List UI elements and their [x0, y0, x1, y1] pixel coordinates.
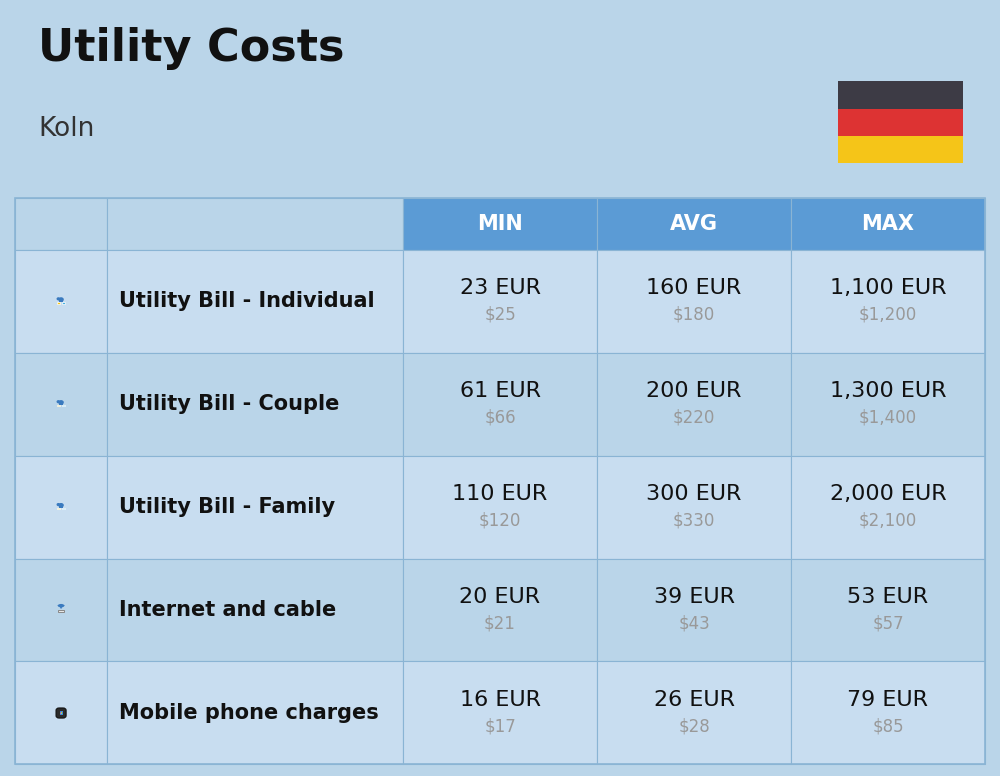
Bar [107, 456, 403, 559]
Text: 300 EUR: 300 EUR [646, 483, 742, 504]
Circle shape [57, 401, 59, 403]
Bar [791, 353, 985, 456]
Text: 16 EUR: 16 EUR [460, 690, 540, 709]
Text: 23 EUR: 23 EUR [460, 278, 540, 298]
Bar [791, 456, 985, 559]
Text: 200 EUR: 200 EUR [646, 381, 742, 401]
Bar [62, 508, 65, 509]
Bar [403, 353, 597, 456]
Bar [403, 250, 597, 353]
Text: 20 EUR: 20 EUR [459, 587, 541, 607]
Text: $2,100: $2,100 [859, 511, 917, 529]
Text: Utility Bill - Individual: Utility Bill - Individual [119, 292, 374, 311]
Text: 79 EUR: 79 EUR [847, 690, 928, 709]
FancyBboxPatch shape [56, 708, 66, 718]
Text: $43: $43 [678, 615, 710, 632]
Text: Mobile phone charges: Mobile phone charges [119, 703, 379, 723]
Text: 39 EUR: 39 EUR [654, 587, 734, 607]
Bar [597, 661, 791, 764]
Bar [57, 508, 60, 509]
Text: 110 EUR: 110 EUR [452, 483, 548, 504]
Bar [597, 456, 791, 559]
Text: Utility Bill - Couple: Utility Bill - Couple [119, 394, 339, 414]
Bar [791, 661, 985, 764]
Bar [107, 559, 403, 661]
Text: $21: $21 [484, 615, 516, 632]
Bar [597, 559, 791, 661]
Bar [838, 109, 963, 136]
Text: $1,400: $1,400 [859, 409, 917, 427]
Bar [59, 403, 63, 405]
Circle shape [59, 401, 63, 404]
Bar [791, 250, 985, 353]
Text: MAX: MAX [861, 214, 914, 234]
Text: 61 EUR: 61 EUR [460, 381, 540, 401]
Circle shape [57, 298, 59, 300]
Bar [57, 302, 60, 303]
Bar [59, 300, 63, 302]
Text: $28: $28 [678, 717, 710, 736]
Circle shape [59, 298, 63, 301]
Bar [403, 559, 597, 661]
Text: $85: $85 [872, 717, 904, 736]
Text: Utility Costs: Utility Costs [38, 27, 344, 70]
Bar [838, 136, 963, 163]
Text: 160 EUR: 160 EUR [646, 278, 742, 298]
Text: $66: $66 [484, 409, 516, 427]
Circle shape [59, 504, 63, 507]
Circle shape [57, 504, 59, 505]
Text: $330: $330 [673, 511, 715, 529]
Text: AVG: AVG [670, 214, 718, 234]
Bar [838, 81, 963, 109]
Text: $120: $120 [479, 511, 521, 529]
Text: MIN: MIN [477, 214, 523, 234]
Bar [15, 198, 985, 764]
Bar [15, 250, 107, 353]
Bar [15, 353, 107, 456]
Bar [60, 712, 63, 715]
Text: $1,200: $1,200 [859, 306, 917, 324]
Text: 2,000 EUR: 2,000 EUR [830, 483, 946, 504]
Text: Koln: Koln [38, 116, 94, 143]
Bar [597, 353, 791, 456]
Bar [15, 559, 107, 661]
Bar [15, 661, 107, 764]
Bar [107, 661, 403, 764]
Text: 53 EUR: 53 EUR [847, 587, 929, 607]
Bar [791, 559, 985, 661]
Bar [57, 405, 60, 407]
Bar [62, 405, 65, 407]
Text: 1,300 EUR: 1,300 EUR [830, 381, 946, 401]
Text: $25: $25 [484, 306, 516, 324]
Bar [15, 456, 107, 559]
Text: $220: $220 [673, 409, 715, 427]
Bar [107, 353, 403, 456]
Text: $57: $57 [872, 615, 904, 632]
Bar [791, 198, 985, 250]
Bar [58, 610, 64, 611]
Text: $180: $180 [673, 306, 715, 324]
Bar [59, 506, 63, 508]
Text: 26 EUR: 26 EUR [654, 690, 734, 709]
Bar [403, 661, 597, 764]
Text: Internet and cable: Internet and cable [119, 600, 336, 620]
Bar [403, 456, 597, 559]
Bar [403, 198, 597, 250]
Bar [597, 198, 791, 250]
Text: $17: $17 [484, 717, 516, 736]
Bar [597, 250, 791, 353]
Text: 1,100 EUR: 1,100 EUR [830, 278, 946, 298]
Text: Utility Bill - Family: Utility Bill - Family [119, 497, 335, 517]
Bar [15, 198, 107, 250]
Bar [107, 250, 403, 353]
Bar [107, 198, 403, 250]
Bar [62, 302, 65, 303]
